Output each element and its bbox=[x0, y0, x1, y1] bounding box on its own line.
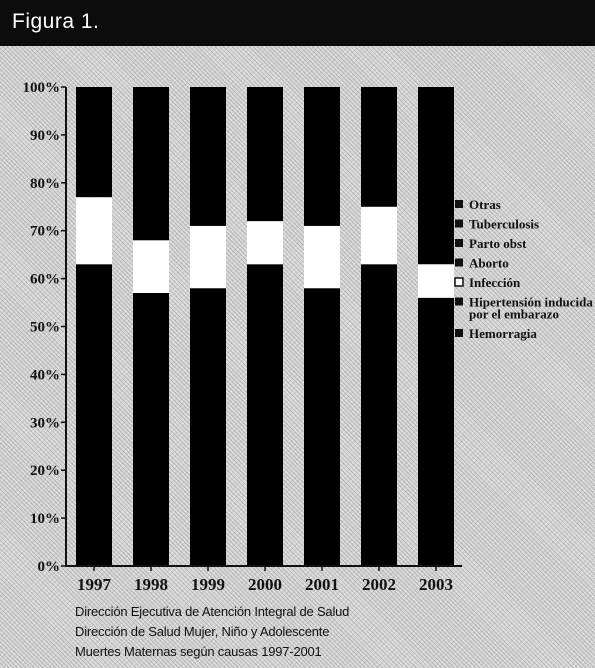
bar-segment-2000-0 bbox=[247, 264, 283, 566]
bar-segment-2002-2 bbox=[361, 206, 397, 265]
x-tick-label: 2000 bbox=[248, 575, 282, 594]
bar-segment-2001-6 bbox=[304, 87, 340, 226]
legend-label: Otras bbox=[469, 197, 501, 212]
caption-line-3: Muertes Maternas según causas 1997-2001 bbox=[75, 644, 322, 659]
y-tick-label: 90% bbox=[30, 128, 60, 144]
y-tick-label: 100% bbox=[23, 80, 61, 96]
bar-segment-2003-2 bbox=[418, 264, 454, 298]
y-tick-label: 50% bbox=[30, 320, 60, 336]
bar-segment-1999-6 bbox=[190, 87, 226, 226]
bar-segment-1998-6 bbox=[133, 87, 169, 241]
figure-header: Figura 1. bbox=[0, 0, 595, 46]
legend-label: Hipertensión inducida bbox=[469, 295, 593, 310]
x-tick-label: 2002 bbox=[362, 575, 396, 594]
y-tick-label: 70% bbox=[30, 224, 60, 240]
bar-segment-1999-2 bbox=[190, 225, 226, 289]
bar-segment-2003-6 bbox=[418, 87, 454, 265]
x-tick-label: 1998 bbox=[134, 575, 168, 594]
bar-segment-1998-2 bbox=[133, 240, 169, 293]
legend-label: Infección bbox=[469, 275, 521, 290]
bar-segment-1997-0 bbox=[76, 264, 112, 566]
legend-label: Aborto bbox=[469, 256, 509, 271]
y-tick-label: 80% bbox=[30, 176, 60, 192]
y-tick-label: 30% bbox=[30, 415, 60, 431]
legend-swatch bbox=[455, 239, 463, 247]
legend-swatch bbox=[454, 277, 464, 287]
legend-swatch bbox=[455, 297, 463, 306]
bar-segment-1997-6 bbox=[76, 87, 112, 198]
figure-title: Figura 1. bbox=[12, 10, 100, 33]
y-tick-label: 0% bbox=[38, 559, 61, 575]
bar-segment-1997-2 bbox=[76, 197, 112, 265]
legend: Otras Tuberculosis Parto obst Aborto Infecci… bbox=[454, 197, 593, 341]
x-tick-label: 2001 bbox=[305, 575, 339, 594]
axis-layer: 0% 10% 20% 30% 40% 50% 60% 70% 80% 90% 100% 1997 199… bbox=[23, 80, 462, 594]
legend-label: Tuberculosis bbox=[469, 217, 539, 232]
bar-segment-1998-0 bbox=[133, 292, 169, 566]
y-tick-label: 60% bbox=[30, 272, 60, 288]
y-tick-label: 40% bbox=[30, 367, 60, 383]
legend-label: Parto obst bbox=[469, 236, 527, 251]
x-tick-label: 2003 bbox=[419, 575, 453, 594]
bar-segment-2000-2 bbox=[247, 221, 283, 265]
legend-swatch bbox=[455, 329, 463, 337]
bar-segment-2001-0 bbox=[304, 288, 340, 566]
legend-swatch bbox=[455, 258, 463, 267]
bar-segment-2002-0 bbox=[361, 264, 397, 566]
y-tick-label: 10% bbox=[30, 511, 60, 527]
x-tick-label: 1999 bbox=[191, 575, 225, 594]
bar-segment-2000-6 bbox=[247, 87, 283, 222]
bar-segment-2003-0 bbox=[418, 297, 454, 566]
caption-line-1: Dirección Ejecutiva de Atención Integral… bbox=[75, 604, 350, 619]
bar-segment-2001-2 bbox=[304, 225, 340, 289]
legend-label: por el embarazo bbox=[469, 307, 559, 322]
legend-swatch bbox=[455, 219, 463, 228]
legend-label: Hemorragia bbox=[469, 326, 537, 341]
bars-layer bbox=[76, 87, 454, 566]
bar-segment-2002-6 bbox=[361, 87, 397, 207]
caption-line-2: Dirección de Salud Mujer, Niño y Adolesc… bbox=[75, 624, 330, 639]
y-tick-label: 20% bbox=[30, 463, 60, 479]
bar-segment-1999-0 bbox=[190, 288, 226, 566]
x-tick-label: 1997 bbox=[77, 575, 112, 594]
legend-swatch bbox=[455, 200, 463, 208]
